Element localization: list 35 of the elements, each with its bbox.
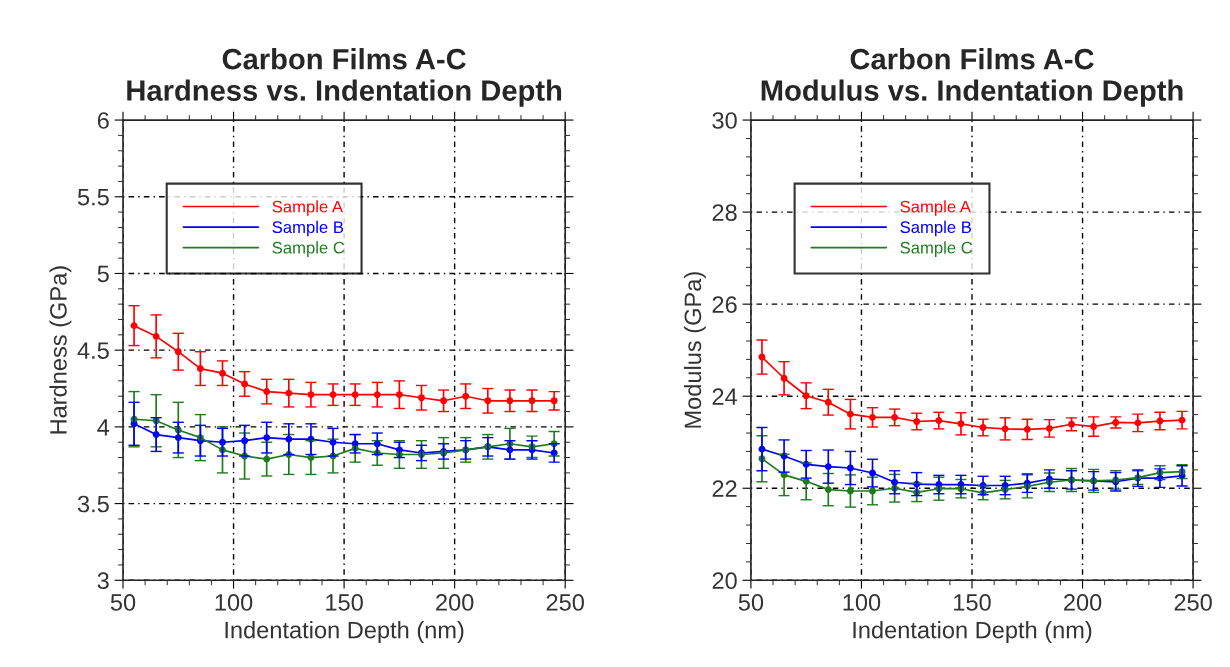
x-tick-label: 150 (326, 594, 363, 611)
x-axis-title: Indentation Depth (nm) (853, 621, 1092, 644)
legend-label: Sample B (900, 220, 971, 237)
y-axis-title: Hardness (GPa) (49, 266, 72, 434)
x-tick-label: 100 (843, 594, 881, 611)
y-tick-label: 3.5 (77, 495, 109, 513)
legend-label: Sample A (900, 200, 971, 216)
y-axis-title: Modulus (GPa) (683, 272, 706, 428)
x-tick-label: 150 (954, 594, 991, 611)
y-tick-label: 5.5 (77, 189, 109, 206)
y-tick-label: 4.5 (77, 342, 109, 359)
x-tick-label: 250 (1174, 594, 1212, 611)
y-tick-label: 26 (712, 296, 737, 313)
legend-label: Sample C (272, 241, 345, 257)
y-tick-label: 20 (712, 572, 737, 590)
chart-title: Carbon Films A-C Hardness vs. Indentation Depth (127, 48, 562, 107)
legend-label: Sample B (272, 220, 344, 237)
x-tick-label: 50 (110, 594, 136, 611)
x-tick-label: 100 (215, 594, 253, 611)
y-tick-label: 28 (712, 204, 737, 221)
y-tick-label: 6 (97, 112, 109, 129)
legend-label: Sample C (900, 241, 973, 257)
x-tick-label: 250 (546, 594, 584, 611)
x-axis-title: Indentation Depth (nm) (225, 621, 464, 644)
y-tick-label: 5 (97, 265, 109, 283)
y-tick-label: 22 (712, 480, 737, 497)
x-tick-label: 200 (436, 594, 474, 611)
y-tick-label: 30 (712, 112, 737, 129)
y-tick-label: 3 (97, 572, 109, 590)
chart-title: Carbon Films A-C Modulus vs. Indentation Depth (761, 48, 1183, 107)
x-tick-label: 50 (738, 594, 764, 611)
y-tick-label: 24 (712, 388, 738, 405)
legend-label: Sample A (272, 200, 344, 216)
y-tick-label: 4 (97, 419, 110, 436)
x-tick-label: 200 (1064, 594, 1102, 611)
